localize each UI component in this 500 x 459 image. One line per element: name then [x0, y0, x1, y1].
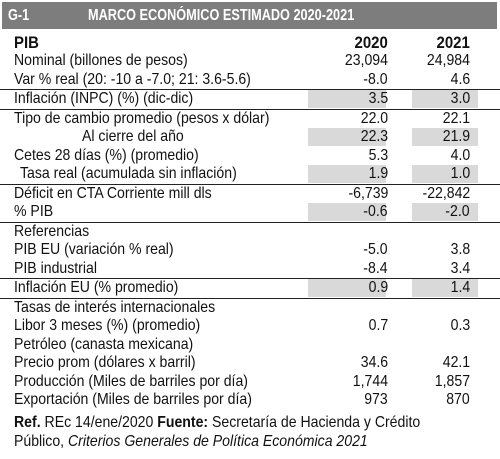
title-banner: G-1 MARCO ECONÓMICO ESTIMADO 2020-2021 — [2, 2, 497, 29]
value-2021: -22,842 — [422, 184, 470, 202]
table-row: Exportación (Miles de barriles por día) … — [0, 391, 500, 410]
source-label: Fuente: — [157, 414, 209, 431]
shade-2021 — [412, 90, 478, 108]
table-row: PIB industrial -8.4 3.4 — [0, 260, 500, 279]
value-2020: 0.7 — [368, 317, 388, 334]
value-2020: 1.9 — [368, 165, 388, 182]
section-label: Referencias — [14, 222, 90, 240]
ref-text: REc 14/ene/2020 — [44, 414, 154, 431]
table-row: Tasa real (acumulada sin inflación) 1.9 … — [0, 165, 500, 184]
figure-code: G-1 — [8, 7, 30, 24]
table-row: Inflación EU (% promedio) 0.9 1.4 — [0, 278, 500, 298]
value-2020: 23,094 — [344, 52, 388, 69]
row-label: Nominal (billones de pesos) — [14, 52, 188, 69]
value-2020: -8.4 — [363, 259, 388, 277]
row-label: Producción (Miles de barriles por día) — [14, 372, 248, 390]
value-2021: 1.0 — [450, 165, 470, 182]
value-2020: -8.0 — [363, 70, 388, 88]
section-label: Tasas de interés internacionales — [14, 298, 216, 316]
value-2021: -2.0 — [445, 203, 470, 220]
row-label: Al cierre del año — [82, 128, 184, 145]
value-2020: 3.5 — [368, 90, 388, 107]
publication-title: Criterios Generales de Política Económic… — [68, 433, 368, 450]
source-text: Secretaría de Hacienda y Crédito — [212, 414, 421, 431]
table-body: PIB 2020 2021 Nominal (billones de pesos… — [0, 33, 500, 410]
value-2021: 1,857 — [434, 372, 470, 390]
value-2021: 870 — [446, 391, 470, 408]
value-2020: -0.6 — [363, 203, 388, 220]
table-row: Inflación (INPC) (%) (dic-dic) 3.5 3.0 — [0, 89, 500, 109]
row-label: Exportación (Miles de barriles por día) — [14, 391, 252, 408]
value-2021: 3.4 — [450, 259, 470, 277]
shade-2020 — [308, 165, 386, 183]
table-row: Precio prom (dólares x barril) 34.6 42.1 — [0, 354, 500, 373]
table-row: Tipo de cambio promedio (pesos x dólar) … — [0, 108, 500, 129]
row-label: Var % real (20: -10 a -7.0; 21: 3.6-5.6) — [14, 70, 251, 88]
value-2021: 1.4 — [450, 279, 470, 296]
value-2020: 34.6 — [360, 354, 388, 371]
table-row: Producción (Miles de barriles por día) 1… — [0, 373, 500, 392]
table-row: Cetes 28 días (%) (promedio) 5.3 4.0 — [0, 147, 500, 166]
value-2020: -6,739 — [348, 184, 388, 202]
table-row: Nominal (billones de pesos) 23,094 24,98… — [0, 52, 500, 71]
value-2020: -5.0 — [363, 241, 388, 258]
value-2020: 0.9 — [368, 279, 388, 296]
table-row: Al cierre del año 22.3 21.9 — [0, 128, 500, 147]
shade-2020 — [308, 128, 386, 146]
table-header-row: PIB 2020 2021 — [0, 33, 500, 52]
row-label: Libor 3 meses (%) (promedio) — [14, 317, 201, 334]
shade-2021 — [412, 128, 478, 146]
source-text-continued: Público, — [14, 433, 65, 450]
value-2020: 5.3 — [368, 146, 388, 164]
section-label: Petróleo (canasta mexicana) — [14, 335, 194, 353]
value-2020: 973 — [364, 391, 388, 408]
table-row: Déficit en CTA Corriente mill dls -6,739… — [0, 183, 500, 204]
value-2020: 1,744 — [352, 372, 388, 390]
value-2021: 42.1 — [442, 354, 470, 371]
value-2021: 21.9 — [442, 128, 470, 145]
value-2021: 22.1 — [442, 109, 470, 127]
header-label: PIB — [14, 33, 39, 52]
table-title: MARCO ECONÓMICO ESTIMADO 2020-2021 — [88, 7, 355, 24]
table-row: % PIB -0.6 -2.0 — [0, 203, 500, 222]
footnote-line-2: Público, Criterios Generales de Política… — [14, 432, 428, 451]
value-2020: 22.3 — [360, 128, 388, 145]
ref-label: Ref. — [14, 414, 41, 431]
footnote-line-1: Ref. REc 14/ene/2020 Fuente: Secretaría … — [14, 413, 428, 432]
table-row: PIB EU (variación % real) -5.0 3.8 — [0, 241, 500, 260]
row-label: PIB EU (variación % real) — [14, 241, 174, 258]
value-2021: 3.0 — [450, 90, 470, 107]
value-2021: 24,984 — [426, 52, 470, 69]
table-row: Petróleo (canasta mexicana) — [0, 336, 500, 355]
table-row: Libor 3 meses (%) (promedio) 0.7 0.3 — [0, 317, 500, 336]
value-2021: 4.6 — [450, 70, 470, 88]
row-label: % PIB — [14, 203, 54, 220]
row-label: Inflación (INPC) (%) (dic-dic) — [14, 90, 194, 107]
row-label: Tasa real (acumulada sin inflación) — [20, 165, 237, 182]
header-year-2021: 2021 — [436, 33, 470, 52]
shade-2020 — [308, 90, 386, 108]
header-year-2020: 2020 — [354, 33, 388, 52]
table-row: Tasas de interés internacionales — [0, 297, 500, 318]
row-label: Precio prom (dólares x barril) — [14, 354, 196, 371]
row-label: Déficit en CTA Corriente mill dls — [14, 184, 212, 202]
row-label: PIB industrial — [14, 259, 97, 277]
shade-2021 — [412, 203, 478, 221]
shade-2021 — [412, 279, 478, 297]
shade-2020 — [308, 203, 386, 221]
value-2020: 22.0 — [360, 109, 388, 127]
shade-2021 — [412, 165, 478, 183]
value-2021: 3.8 — [450, 241, 470, 258]
row-label: Tipo de cambio promedio (pesos x dólar) — [14, 109, 270, 127]
table-row: Var % real (20: -10 a -7.0; 21: 3.6-5.6)… — [0, 71, 500, 90]
value-2021: 4.0 — [450, 146, 470, 164]
shade-2020 — [308, 279, 386, 297]
value-2021: 0.3 — [450, 317, 470, 334]
row-label: Inflación EU (% promedio) — [14, 279, 179, 296]
table-row: Referencias — [0, 221, 500, 242]
row-label: Cetes 28 días (%) (promedio) — [14, 146, 199, 164]
